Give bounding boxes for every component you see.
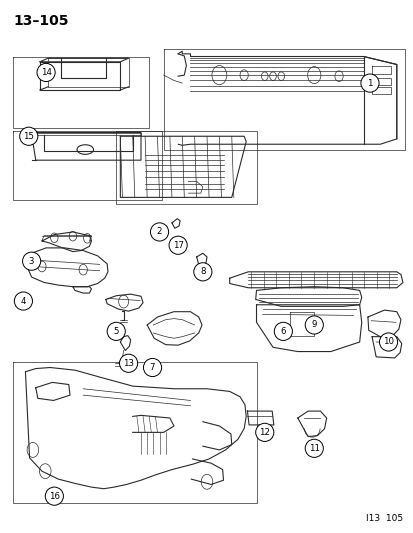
Ellipse shape [37, 63, 55, 82]
Text: 5: 5 [113, 327, 119, 336]
Ellipse shape [169, 236, 187, 254]
Ellipse shape [360, 74, 378, 92]
Ellipse shape [304, 439, 323, 457]
Text: 16: 16 [49, 491, 60, 500]
Ellipse shape [255, 423, 273, 441]
Ellipse shape [150, 223, 168, 241]
Text: 12: 12 [259, 428, 270, 437]
Ellipse shape [304, 316, 323, 334]
Ellipse shape [273, 322, 292, 341]
Ellipse shape [119, 354, 138, 373]
Ellipse shape [107, 322, 125, 341]
Text: 8: 8 [199, 268, 205, 276]
Text: 1: 1 [366, 78, 372, 87]
Text: 15: 15 [23, 132, 34, 141]
Text: 13: 13 [123, 359, 134, 368]
Ellipse shape [22, 252, 40, 270]
Text: 9: 9 [311, 320, 316, 329]
Ellipse shape [143, 358, 161, 377]
Text: 11: 11 [308, 444, 319, 453]
Text: 4: 4 [21, 296, 26, 305]
Text: 2: 2 [157, 228, 162, 237]
Text: 14: 14 [40, 68, 52, 77]
Text: 10: 10 [382, 337, 393, 346]
Text: 7: 7 [150, 363, 155, 372]
Ellipse shape [379, 333, 396, 351]
Text: 13–105: 13–105 [13, 14, 69, 28]
Ellipse shape [45, 487, 63, 505]
Text: 3: 3 [29, 257, 34, 265]
Ellipse shape [20, 127, 38, 146]
Ellipse shape [14, 292, 32, 310]
Text: 6: 6 [280, 327, 285, 336]
Ellipse shape [193, 263, 211, 281]
Text: 17: 17 [172, 241, 183, 250]
Text: I13  105: I13 105 [365, 514, 402, 523]
